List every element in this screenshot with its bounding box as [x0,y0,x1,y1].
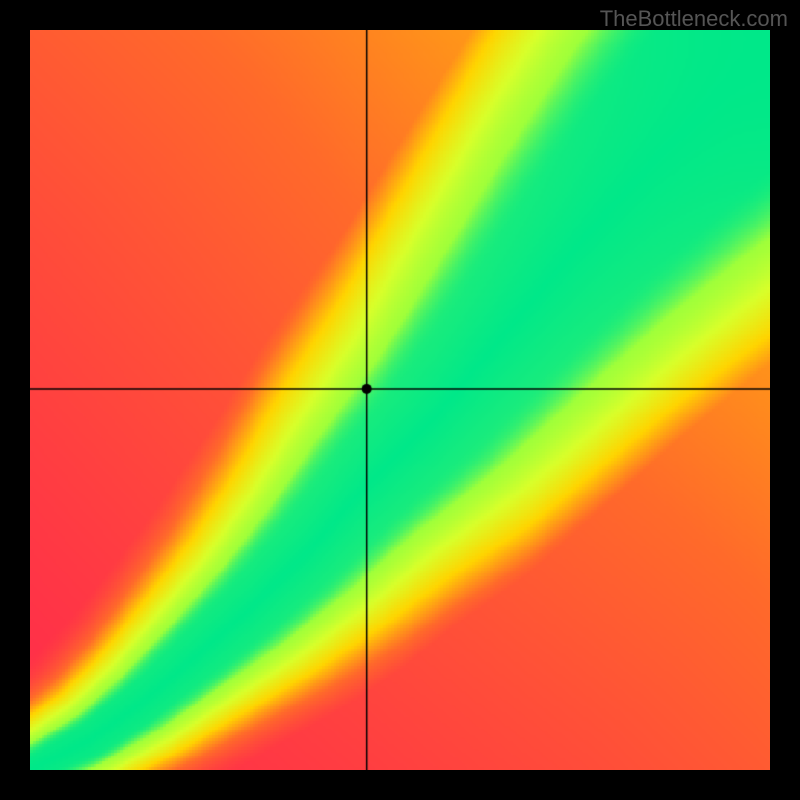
frame-bottom [0,770,800,800]
frame-left [0,0,30,800]
watermark-text: TheBottleneck.com [600,6,788,32]
chart-container: TheBottleneck.com [0,0,800,800]
frame-right [770,0,800,800]
bottleneck-heatmap [30,30,770,770]
